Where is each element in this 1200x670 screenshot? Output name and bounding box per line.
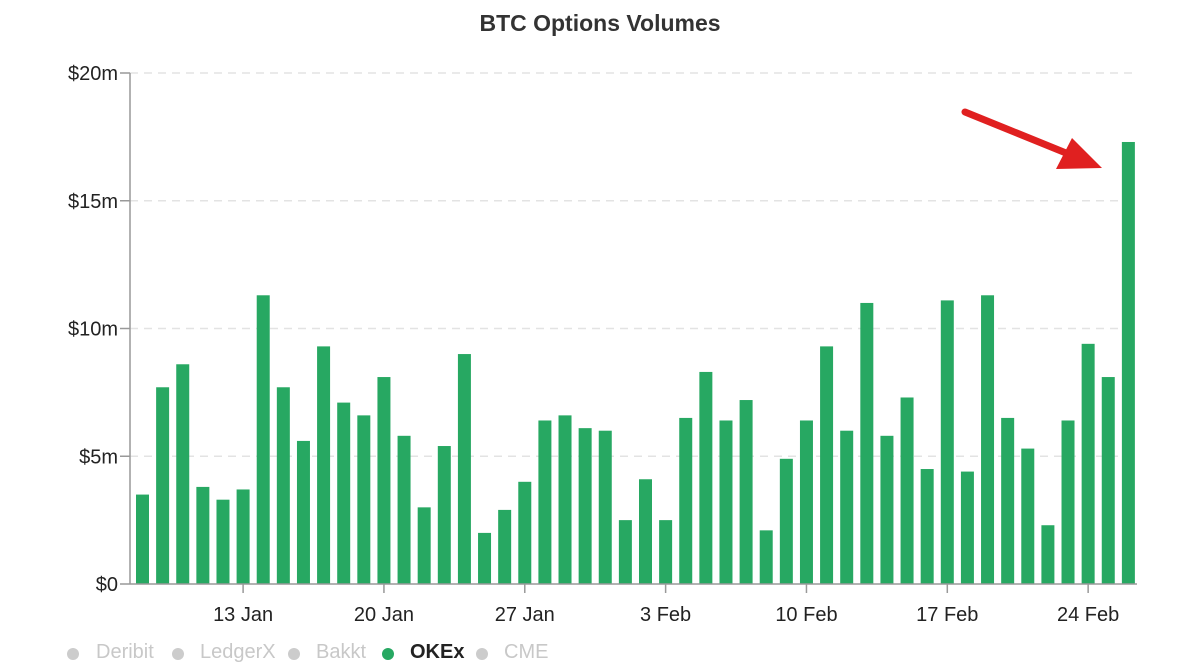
bar bbox=[960, 471, 974, 584]
bar bbox=[196, 486, 210, 584]
bar bbox=[840, 430, 854, 584]
bar bbox=[216, 499, 230, 584]
chart-title: BTC Options Volumes bbox=[479, 10, 720, 36]
y-tick-label: $20m bbox=[68, 63, 118, 85]
x-tick-label: 27 Jan bbox=[495, 604, 555, 626]
bar bbox=[1121, 141, 1135, 585]
legend-item-cme[interactable]: CME bbox=[476, 641, 548, 663]
bar bbox=[518, 481, 532, 584]
bar bbox=[1001, 417, 1015, 584]
bar bbox=[920, 469, 934, 584]
bar bbox=[337, 402, 351, 584]
bar bbox=[699, 371, 713, 584]
bar bbox=[377, 377, 391, 584]
bar bbox=[820, 346, 834, 584]
bars bbox=[136, 141, 1135, 585]
bar bbox=[457, 354, 471, 584]
bar bbox=[739, 400, 753, 584]
x-tick-label: 17 Feb bbox=[916, 604, 978, 626]
legend-item-okex[interactable]: OKEx bbox=[382, 641, 464, 663]
bar bbox=[759, 530, 773, 584]
x-tick-label: 3 Feb bbox=[640, 604, 691, 626]
bar bbox=[719, 420, 733, 584]
bar bbox=[478, 532, 492, 584]
bar bbox=[558, 415, 572, 584]
arrow-shaft bbox=[961, 108, 1070, 157]
bar bbox=[900, 397, 914, 584]
y-tick-label: $15m bbox=[68, 191, 118, 213]
bar bbox=[679, 417, 693, 584]
bar bbox=[538, 420, 552, 584]
bar bbox=[276, 387, 290, 584]
bar bbox=[779, 458, 793, 584]
legend-marker bbox=[67, 648, 79, 660]
axes bbox=[129, 73, 1137, 585]
annotation-arrow bbox=[961, 108, 1102, 169]
bar bbox=[156, 387, 170, 584]
y-tick-label: $5m bbox=[79, 446, 118, 468]
legend-item-ledgerx[interactable]: LedgerX bbox=[172, 641, 276, 663]
legend-marker bbox=[172, 648, 184, 660]
x-tick-label: 13 Jan bbox=[213, 604, 273, 626]
bar bbox=[598, 430, 612, 584]
bar bbox=[317, 346, 331, 584]
legend: Deribit LedgerX Bakkt OKEx CME bbox=[67, 641, 548, 663]
legend-item-bakkt[interactable]: Bakkt bbox=[288, 641, 366, 663]
x-axis-ticks: 13 Jan 20 Jan 27 Jan 3 Feb 10 Feb 17 Feb 24 Fe… bbox=[213, 584, 1119, 626]
bar bbox=[639, 479, 652, 584]
x-tick-label: 24 Feb bbox=[1057, 604, 1119, 626]
x-tick-label: 20 Jan bbox=[354, 604, 414, 626]
bar bbox=[417, 507, 431, 584]
bar bbox=[1081, 343, 1095, 584]
bar bbox=[880, 435, 894, 584]
legend-label: CME bbox=[504, 641, 548, 663]
arrow-head bbox=[1056, 138, 1102, 169]
bar bbox=[136, 494, 149, 584]
bar bbox=[799, 420, 813, 584]
bar bbox=[1101, 377, 1115, 584]
bar bbox=[397, 435, 411, 584]
x-tick-label: 10 Feb bbox=[775, 604, 837, 626]
bar bbox=[981, 295, 995, 584]
bar bbox=[498, 509, 512, 584]
bar bbox=[1041, 525, 1055, 584]
legend-marker bbox=[476, 648, 488, 660]
legend-label: Bakkt bbox=[316, 641, 366, 663]
legend-item-deribit[interactable]: Deribit bbox=[67, 641, 154, 663]
bar bbox=[296, 440, 310, 584]
y-tick-label: $0 bbox=[96, 574, 118, 596]
legend-marker bbox=[382, 648, 394, 660]
legend-label: Deribit bbox=[96, 641, 154, 663]
bar bbox=[176, 364, 190, 584]
bar bbox=[236, 489, 250, 584]
y-tick-label: $10m bbox=[68, 319, 118, 341]
bar bbox=[860, 302, 874, 584]
bar bbox=[1021, 448, 1035, 584]
bar bbox=[578, 428, 592, 584]
legend-marker bbox=[288, 648, 300, 660]
legend-label: OKEx bbox=[410, 641, 464, 663]
bar bbox=[618, 520, 632, 584]
bar bbox=[437, 446, 451, 584]
bar bbox=[659, 520, 673, 584]
bar bbox=[256, 295, 270, 584]
bar bbox=[357, 415, 371, 584]
bar bbox=[1061, 420, 1075, 584]
legend-label: LedgerX bbox=[200, 641, 276, 663]
y-axis-ticks: $0 $5m $10m $15m $20m bbox=[68, 63, 130, 596]
bar bbox=[940, 300, 954, 584]
